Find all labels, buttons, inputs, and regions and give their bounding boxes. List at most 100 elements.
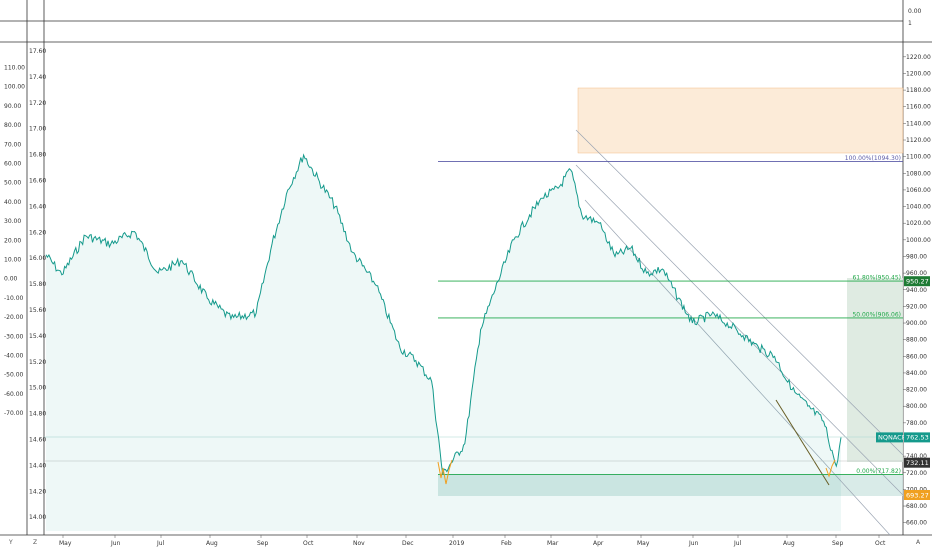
- time-axis-label: Jun: [688, 540, 699, 547]
- price-scale-tick: 1140.00: [906, 120, 931, 127]
- price-scale-tick: 1220.00: [906, 54, 931, 61]
- left-inner-tick: 16.60: [29, 178, 46, 185]
- left-outer-tick: 110.00: [4, 65, 25, 72]
- left-outer-tick: 10.00: [4, 257, 21, 264]
- time-axis-label: Oct: [303, 540, 314, 547]
- price-badge-text: 693.27: [906, 491, 929, 499]
- time-axis-label: Oct: [875, 540, 886, 547]
- time-axis-label: Feb: [501, 540, 512, 547]
- channel-middle-line[interactable]: [575, 164, 904, 496]
- left-inner-tick: 16.40: [29, 203, 46, 210]
- left-inner-tick: 16.20: [29, 229, 46, 236]
- left-outer-tick: 0.00: [4, 276, 18, 283]
- left-outer-tick: -60.00: [4, 391, 24, 398]
- price-scale-tick: 840.00: [906, 370, 927, 377]
- trend-line[interactable]: [775, 399, 830, 486]
- left-inner-tick: 17.40: [29, 74, 46, 81]
- time-axis[interactable]: May Jun Jul Aug Sep Oct Nov Dec 2019 Feb Mar Apr May…: [59, 535, 886, 547]
- upper-pane: 0.00 1: [0, 0, 932, 43]
- orange-extension-left: [437, 459, 453, 485]
- left-inner-tick: 16.80: [29, 152, 46, 159]
- left-outer-tick: 70.00: [4, 141, 21, 148]
- time-axis-label: Jul: [156, 540, 165, 547]
- time-axis-label: Mar: [547, 540, 559, 547]
- series-line[interactable]: [45, 153, 842, 475]
- support-zone-box[interactable]: [438, 474, 903, 496]
- time-axis-label: Aug: [206, 540, 218, 547]
- time-axis-label: Apr: [593, 540, 604, 547]
- channel-upper-line[interactable]: [575, 129, 904, 456]
- price-badge: [904, 276, 930, 287]
- upper-tick-zero: 0.00: [908, 8, 922, 15]
- price-scale-tick: 900.00: [906, 320, 927, 327]
- left-inner-tick: 15.40: [29, 333, 46, 340]
- series-name-badge-text: NQNACE: [878, 434, 906, 442]
- time-axis-label: Dec: [402, 540, 414, 547]
- price-scale-tick: 1120.00: [906, 137, 931, 144]
- left-inner-tick: 16.00: [29, 255, 46, 262]
- left-outer-tick: -30.00: [4, 333, 24, 340]
- price-scale[interactable]: 1220.00 1200.00 1180.00 1160.00 1140.00 1120.…: [903, 54, 931, 527]
- price-scale-tick: 820.00: [906, 387, 927, 394]
- price-scale-tick: 1160.00: [906, 104, 931, 111]
- price-scale-tick: 980.00: [906, 253, 927, 260]
- left-outer-tick: 80.00: [4, 122, 21, 129]
- left-outer-tick: -40.00: [4, 353, 24, 360]
- left-inner-tick: 17.00: [29, 126, 46, 133]
- time-axis-label: May: [59, 540, 72, 547]
- price-scale-tick: 740.00: [906, 453, 927, 460]
- corner-button-z[interactable]: Z: [33, 539, 37, 546]
- price-scale-tick: 1200.00: [906, 70, 931, 77]
- left-inner-tick: 14.20: [29, 488, 46, 495]
- orange-extension-right: [825, 459, 836, 478]
- price-scale-tick: 680.00: [906, 503, 927, 510]
- price-scale-tick: 860.00: [906, 353, 927, 360]
- left-inner-tick: 15.20: [29, 359, 46, 366]
- price-scale-tick: 1100.00: [906, 154, 931, 161]
- price-badge-text: 762.53: [906, 434, 929, 442]
- left-inner-scale[interactable]: 17.60 17.40 17.20 17.00 16.80 16.60 16.40 16.20…: [29, 48, 46, 521]
- price-scale-tick: 780.00: [906, 420, 927, 427]
- fib-level-label: 61.80%(950.45): [852, 275, 901, 282]
- time-axis-label: Jul: [733, 540, 742, 547]
- time-axis-label: Nov: [353, 540, 365, 547]
- price-scale-tick: 700.00: [906, 486, 927, 493]
- left-outer-scale[interactable]: 110.00 100.00 90.00 80.00 70.00 60.00 50.00 40.…: [4, 65, 25, 418]
- price-badge: [904, 432, 930, 443]
- corner-button-y[interactable]: Y: [8, 539, 13, 546]
- left-outer-tick: 20.00: [4, 237, 21, 244]
- price-scale-tick: 660.00: [906, 520, 927, 527]
- left-inner-tick: 17.20: [29, 100, 46, 107]
- left-inner-tick: 14.80: [29, 411, 46, 418]
- time-axis-label: Jun: [110, 540, 121, 547]
- price-scale-tick: 960.00: [906, 270, 927, 277]
- left-inner-tick: 14.60: [29, 437, 46, 444]
- price-scale-tick: 1000.00: [906, 237, 931, 244]
- left-inner-tick: 14.00: [29, 514, 46, 521]
- left-outer-tick: 60.00: [4, 161, 21, 168]
- left-outer-tick: 30.00: [4, 218, 21, 225]
- corner-button-a[interactable]: A: [916, 539, 921, 546]
- left-inner-tick: 15.00: [29, 385, 46, 392]
- price-scale-tick: 1080.00: [906, 170, 931, 177]
- fib-level-label: 0.00%(717.82): [856, 468, 901, 475]
- price-scale-tick: 1020.00: [906, 220, 931, 227]
- price-scale-tick: 880.00: [906, 337, 927, 344]
- left-outer-tick: 90.00: [4, 103, 21, 110]
- projection-zone-box[interactable]: [847, 278, 903, 462]
- time-axis-label: May: [637, 540, 650, 547]
- left-inner-tick: 14.40: [29, 462, 46, 469]
- left-inner-tick: 15.60: [29, 307, 46, 314]
- time-axis-label: Sep: [257, 540, 269, 547]
- target-zone-box[interactable]: [577, 87, 904, 154]
- price-badge: [904, 490, 930, 501]
- time-axis-label: Sep: [832, 540, 844, 547]
- price-badge: [904, 457, 930, 468]
- time-axis-label: 2019: [449, 540, 464, 547]
- left-inner-tick: 15.80: [29, 281, 46, 288]
- drawings[interactable]: [44, 87, 904, 536]
- series-area-fill: [46, 155, 841, 531]
- left-outer-tick: 40.00: [4, 199, 21, 206]
- price-scale-tick: 1180.00: [906, 87, 931, 94]
